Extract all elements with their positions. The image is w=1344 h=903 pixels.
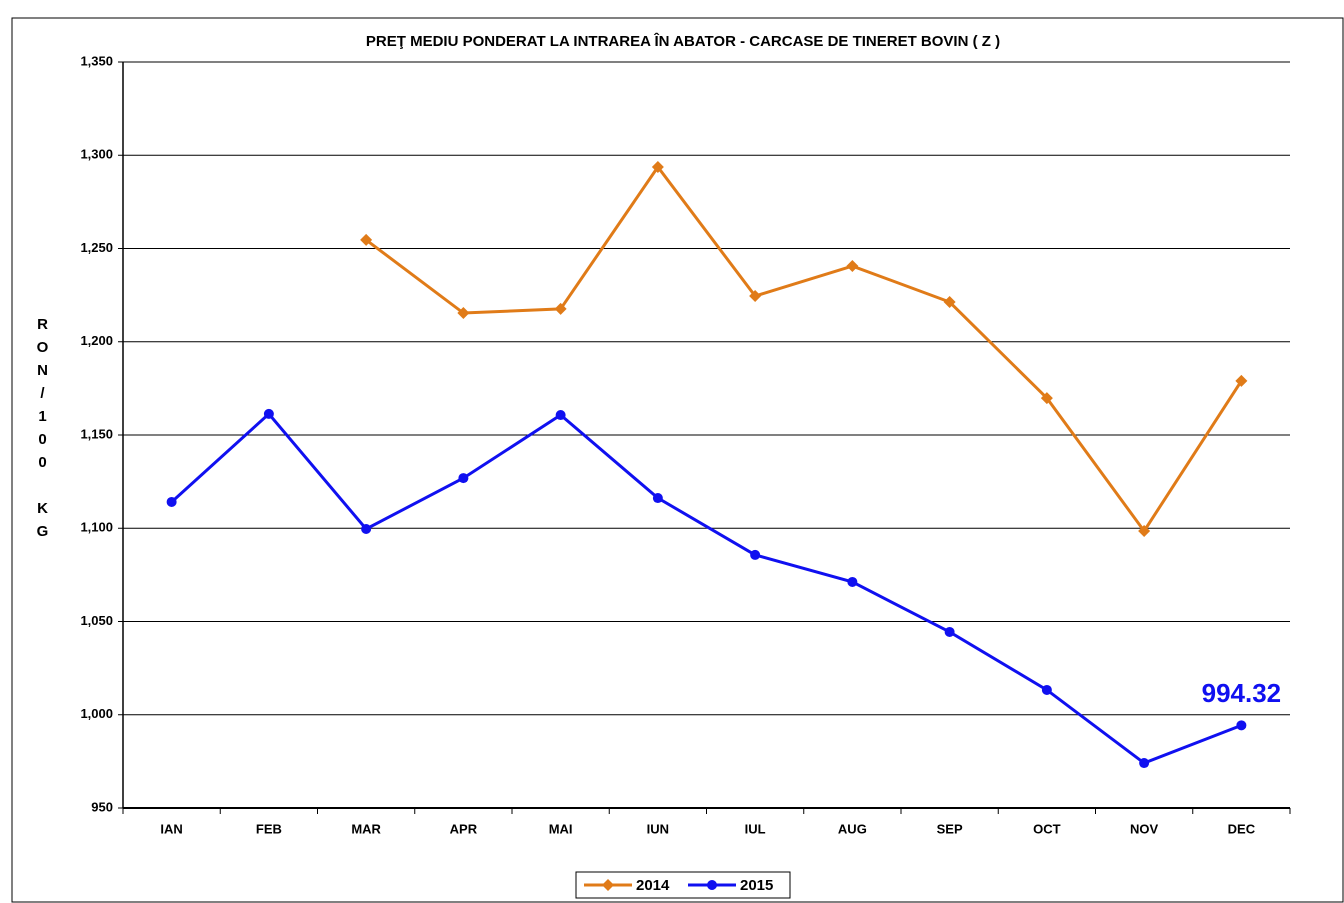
point <box>1139 758 1150 769</box>
y-tick-label: 1,050 <box>80 613 113 628</box>
point <box>1041 684 1052 695</box>
y-tick-label: 1,150 <box>80 426 113 441</box>
point <box>846 260 859 273</box>
y-tick-label: 1,000 <box>80 706 113 721</box>
point <box>651 160 664 173</box>
point <box>554 302 567 315</box>
point <box>847 576 858 587</box>
chart-frame <box>11 17 1344 903</box>
point <box>457 307 470 320</box>
legend-label: 2014 <box>636 877 670 894</box>
x-tick-label: MAI <box>549 821 573 836</box>
point <box>360 233 373 246</box>
point <box>166 496 177 507</box>
legend-marker <box>602 879 614 891</box>
point <box>458 473 469 484</box>
point <box>1236 720 1247 731</box>
point <box>750 549 761 560</box>
x-tick-label: MAR <box>351 821 381 836</box>
x-tick-label: FEB <box>256 821 282 836</box>
point <box>1040 392 1053 405</box>
x-tick-label: IUN <box>647 821 669 836</box>
x-tick-label: DEC <box>1228 821 1256 836</box>
point <box>361 523 372 534</box>
point <box>944 626 955 637</box>
x-tick-label: NOV <box>1130 821 1159 836</box>
point <box>1138 525 1151 538</box>
point <box>652 493 663 504</box>
point <box>555 410 566 421</box>
chart-title: PREŢ MEDIU PONDERAT LA INTRAREA ÎN ABATO… <box>366 32 1000 50</box>
point <box>263 408 274 419</box>
y-tick-label: 950 <box>91 799 113 814</box>
series-line <box>365 164 1243 534</box>
x-tick-label: IUL <box>745 821 766 836</box>
data-label: 994.32 <box>1202 678 1282 708</box>
x-tick-label: SEP <box>937 821 963 836</box>
series-line <box>170 411 1242 765</box>
x-tick-label: IAN <box>160 821 182 836</box>
x-tick-label: APR <box>450 821 478 836</box>
x-tick-label: AUG <box>838 821 867 836</box>
y-tick-label: 1,250 <box>80 240 113 255</box>
point <box>1235 374 1248 387</box>
y-tick-label: 1,100 <box>80 520 113 535</box>
legend-label: 2015 <box>740 877 773 894</box>
point <box>749 290 762 303</box>
point <box>943 296 956 309</box>
y-tick-label: 1,200 <box>80 333 113 348</box>
y-axis-label: RON/100 KG <box>34 316 51 546</box>
legend-marker <box>707 880 717 890</box>
y-tick-label: 1,350 <box>80 53 113 68</box>
x-tick-label: OCT <box>1033 821 1061 836</box>
y-tick-label: 1,300 <box>80 147 113 162</box>
